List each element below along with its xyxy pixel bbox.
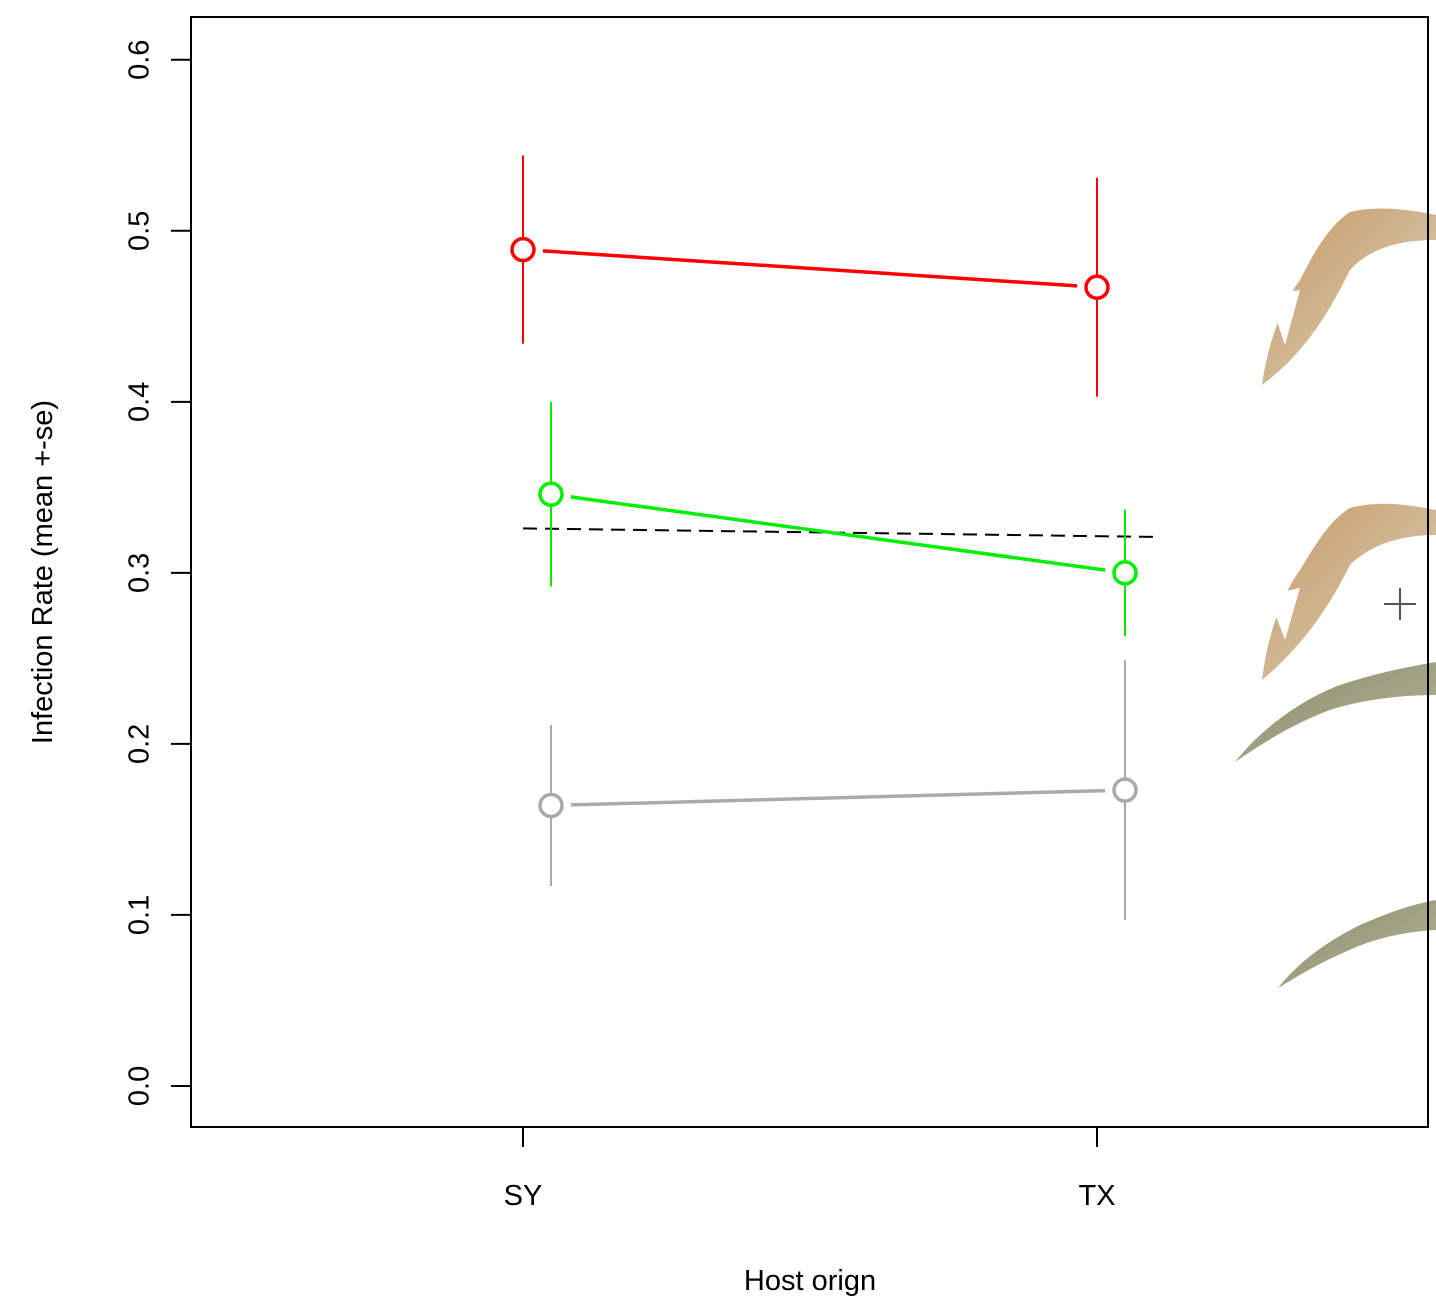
point: [1112, 777, 1138, 803]
point: [538, 481, 564, 507]
point: [1112, 560, 1138, 586]
y-tick-label: 0.2: [124, 724, 156, 764]
x-tick-label: TX: [1078, 1180, 1115, 1212]
point: [510, 236, 536, 263]
y-tick-label: 0.0: [124, 1066, 156, 1106]
y-tick-label: 0.3: [124, 553, 156, 593]
x-tick-label: SY: [504, 1180, 543, 1212]
plot-frame: [190, 16, 1429, 1128]
series-line: [570, 495, 1106, 572]
y-tick-label: 0.6: [124, 40, 156, 80]
series-line: [570, 788, 1106, 807]
point: [538, 792, 564, 819]
y-tick-label: 0.4: [124, 382, 156, 422]
y-axis-label: Infection Rate (mean +-se): [27, 400, 59, 744]
point: [1084, 274, 1110, 300]
y-tick-label: 0.5: [124, 211, 156, 251]
y-tick-label: 0.1: [124, 895, 156, 935]
x-axis-label: Host orign: [744, 1265, 876, 1297]
decoration: [1235, 208, 1436, 988]
series-line: [542, 249, 1078, 288]
